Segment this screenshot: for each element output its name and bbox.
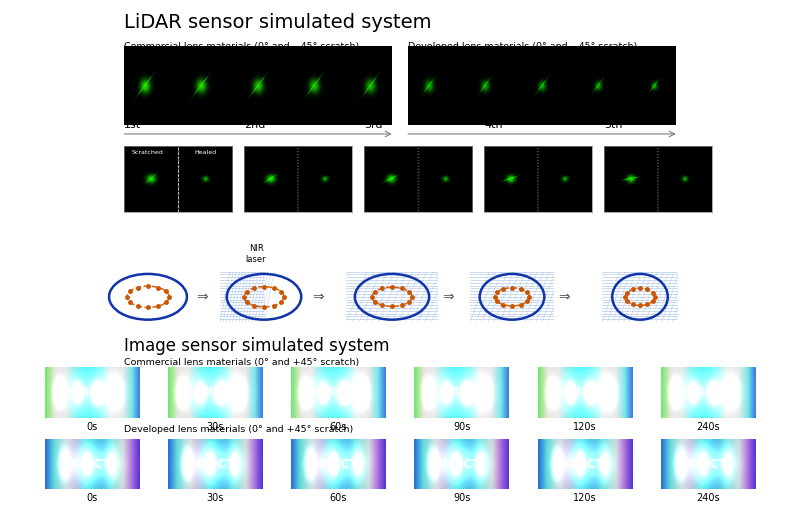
Text: KRICT: KRICT — [688, 457, 728, 471]
Text: KRICT: KRICT — [195, 386, 235, 399]
Text: 120s: 120s — [573, 422, 597, 432]
Text: ⇒: ⇒ — [312, 290, 324, 304]
Text: KRICT: KRICT — [318, 386, 358, 399]
Text: 240s: 240s — [696, 493, 720, 503]
Text: ⇒: ⇒ — [442, 290, 454, 304]
Text: 60s: 60s — [330, 422, 347, 432]
Text: 2nd: 2nd — [244, 120, 266, 130]
Text: 0s: 0s — [86, 422, 98, 432]
Text: KRICT: KRICT — [442, 386, 482, 399]
Text: 30s: 30s — [206, 493, 224, 503]
Text: Developed lens materials (0° and −45° scratch): Developed lens materials (0° and −45° sc… — [408, 42, 638, 51]
Text: 0s: 0s — [86, 493, 98, 503]
Text: ⇒: ⇒ — [558, 290, 570, 304]
Text: 90s: 90s — [453, 493, 470, 503]
Text: 3rd: 3rd — [364, 120, 382, 130]
Text: NIR
laser: NIR laser — [246, 244, 266, 264]
Text: KRICT: KRICT — [565, 386, 605, 399]
Text: KRICT: KRICT — [442, 457, 482, 471]
Text: 60s: 60s — [330, 493, 347, 503]
Text: KRICT: KRICT — [318, 457, 358, 471]
Text: Commercial lens materials (0° and +45° scratch): Commercial lens materials (0° and +45° s… — [124, 358, 359, 367]
Text: KRICT: KRICT — [688, 386, 728, 399]
Text: 1st: 1st — [124, 120, 141, 130]
Text: KRICT: KRICT — [72, 386, 112, 399]
Text: Healed: Healed — [194, 151, 216, 155]
Text: Developed lens materials (0° and +45° scratch): Developed lens materials (0° and +45° sc… — [124, 425, 354, 434]
Text: LiDAR sensor simulated system: LiDAR sensor simulated system — [124, 13, 431, 32]
Text: 120s: 120s — [573, 493, 597, 503]
Text: Commercial lens materials (0° and −45° scratch): Commercial lens materials (0° and −45° s… — [124, 42, 359, 51]
Text: 5th: 5th — [604, 120, 622, 130]
Text: Image sensor simulated system: Image sensor simulated system — [124, 337, 390, 355]
Text: ⇒: ⇒ — [196, 290, 208, 304]
Text: 4th: 4th — [484, 120, 502, 130]
Text: KRICT: KRICT — [195, 457, 235, 471]
Text: KRICT: KRICT — [565, 457, 605, 471]
Text: 240s: 240s — [696, 422, 720, 432]
Text: Scratched: Scratched — [132, 151, 164, 155]
Text: 30s: 30s — [206, 422, 224, 432]
Text: 90s: 90s — [453, 422, 470, 432]
Text: KRICT: KRICT — [72, 457, 112, 471]
